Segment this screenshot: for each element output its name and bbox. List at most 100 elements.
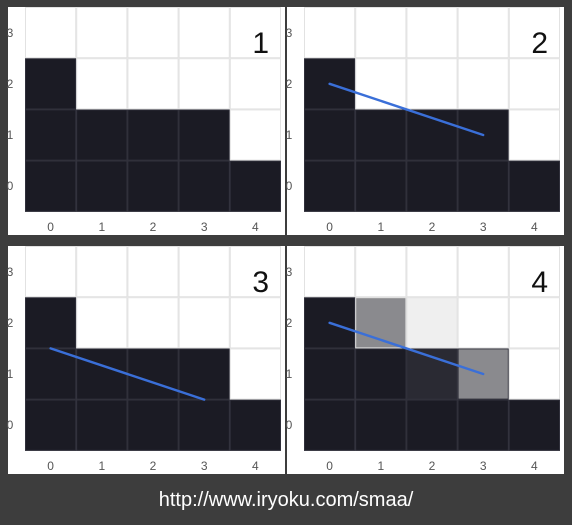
grid-cell-border (127, 297, 179, 349)
grid-cell-border (178, 7, 230, 59)
pixel-cell (406, 399, 458, 451)
panel-2: 2 3 2 1 0 0 1 2 3 4 (286, 7, 564, 235)
y-tick-label: 3 (285, 25, 293, 40)
grid-cell-border (229, 58, 282, 110)
pixel-cell (304, 7, 356, 59)
pixel-cell (76, 7, 128, 59)
pixel-cell (508, 160, 560, 212)
pixel-cell (229, 348, 281, 400)
pixel-cell (178, 58, 230, 110)
panel-3: 3 3 2 1 0 0 1 2 3 4 (7, 246, 285, 474)
x-tick-label: 1 (98, 458, 106, 473)
pixel-cell (457, 7, 509, 59)
grid-cell-border (304, 348, 356, 400)
pixel-cell (406, 160, 458, 212)
pixel-cell (508, 246, 560, 298)
edge-line (49, 347, 206, 401)
pixel-cell (508, 109, 560, 161)
pixel-cell (457, 58, 509, 110)
pixel-cell (508, 399, 560, 451)
grid-cell-border (76, 160, 128, 212)
grid-cell-border (457, 160, 509, 212)
pixel-cell (508, 348, 560, 400)
y-tick-label: 3 (285, 264, 293, 279)
pixel-cell (406, 58, 458, 110)
x-tick-label: 1 (377, 219, 385, 234)
grid-cell-border (76, 58, 128, 110)
pixel-cell (76, 160, 128, 212)
grid-cell-border (457, 246, 509, 298)
grid-cell-border (304, 297, 356, 349)
y-tick-label: 2 (6, 76, 14, 91)
pixel-cell (355, 246, 407, 298)
pixel-cell (178, 7, 230, 59)
pixel-cell (127, 109, 179, 161)
pixel-cell (457, 160, 509, 212)
pixel-cell (229, 399, 281, 451)
grid-cell-border (76, 7, 128, 59)
grid-cell-border (457, 399, 509, 451)
pixel-cell (178, 399, 230, 451)
pixel-cell (76, 109, 128, 161)
x-tick-label: 4 (252, 458, 259, 473)
panel-4: 4 3 2 1 0 0 1 2 3 4 (286, 246, 564, 474)
grid-cell-border (25, 160, 77, 212)
grid-cell-border (304, 246, 356, 298)
x-tick-label: 4 (531, 219, 538, 234)
grid-cell-border (355, 399, 407, 451)
pixel-cell (457, 297, 509, 349)
x-tick-label: 2 (428, 219, 436, 234)
caption-url[interactable]: http://www.iryoku.com/smaa/ (158, 489, 414, 511)
pixel-cell (178, 297, 230, 349)
grid-cell-border (457, 297, 509, 349)
grid-cell-border (178, 246, 230, 298)
pixel-cell (304, 109, 356, 161)
grid-cell-border (127, 399, 179, 451)
grid-cell-border (457, 58, 509, 110)
pixel-cell (76, 58, 128, 110)
panel-number: 2 (531, 27, 548, 60)
grid-cell-border (355, 7, 407, 59)
pixel-cell (25, 348, 77, 400)
x-tick-label: 2 (149, 219, 157, 234)
grid-cell-border (508, 297, 561, 349)
pixel-cell (229, 297, 281, 349)
grid-cell-border (406, 160, 458, 212)
pixel-cell (25, 160, 77, 212)
grid-cell-border (355, 58, 407, 110)
x-tick-label: 2 (428, 458, 436, 473)
grid-cell-border (508, 348, 561, 400)
grid-cell-border (406, 297, 458, 349)
x-tick-label: 1 (98, 219, 106, 234)
panel-1: 1 3 2 1 0 0 1 2 3 4 (7, 7, 285, 235)
grid-cell-border (508, 246, 561, 298)
pixel-cell (457, 246, 509, 298)
pixel-cell (178, 160, 230, 212)
grid-cell-border (127, 7, 179, 59)
y-tick-label: 1 (285, 128, 293, 142)
pixel-cell (178, 348, 230, 400)
y-tick-label: 2 (6, 315, 14, 330)
pixel-grid (304, 246, 561, 451)
y-tick-label: 0 (285, 179, 293, 194)
pixel-cell (508, 297, 560, 349)
pixel-cell (76, 246, 128, 298)
pixel-cell (25, 7, 77, 59)
x-tick-label: 0 (47, 219, 54, 234)
x-tick-label: 3 (479, 458, 487, 473)
grid-cell-border (304, 399, 356, 451)
pixel-cell (25, 246, 77, 298)
grid-cell-border (76, 297, 128, 349)
y-tick-label: 0 (6, 418, 14, 433)
x-tick-label: 4 (531, 458, 538, 473)
pixel-cell (355, 348, 407, 400)
x-tick-label: 2 (149, 458, 157, 473)
grid-cell-border (304, 7, 356, 59)
grid-cell-border (229, 160, 282, 212)
pixel-cell (178, 109, 230, 161)
pixel-cell (406, 246, 458, 298)
grid-cell-border (355, 246, 407, 298)
x-tick-label: 3 (479, 219, 487, 234)
grid-cell-border (406, 109, 458, 161)
pixel-cell (127, 160, 179, 212)
